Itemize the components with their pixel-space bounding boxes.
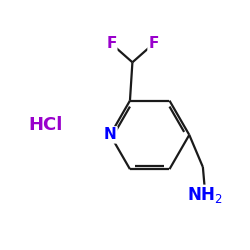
Text: F: F bbox=[106, 36, 117, 51]
Text: NH$_2$: NH$_2$ bbox=[188, 186, 223, 206]
Text: HCl: HCl bbox=[29, 116, 63, 134]
Text: N: N bbox=[104, 128, 117, 142]
Text: F: F bbox=[148, 36, 158, 51]
